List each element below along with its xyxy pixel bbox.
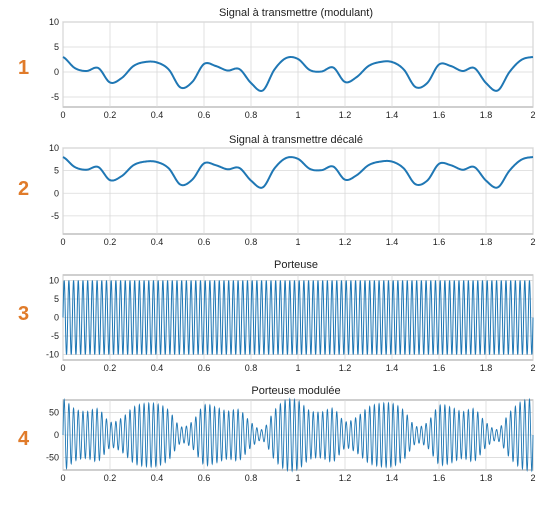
x-tick-label: 1.2 — [339, 363, 352, 373]
x-tick-label: 1.4 — [386, 363, 399, 373]
x-tick-label: 1.8 — [480, 237, 493, 247]
y-tick-label: 50 — [49, 408, 59, 418]
y-tick-label: -5 — [51, 211, 59, 221]
x-tick-label: 1 — [295, 110, 300, 120]
x-tick-label: 1.4 — [386, 473, 399, 483]
y-tick-label: -5 — [51, 331, 59, 341]
grid-lines — [62, 147, 534, 234]
x-tick-label: 2 — [530, 473, 535, 483]
panel-number-2: 2 — [18, 178, 30, 200]
x-tick-label: 0.8 — [245, 473, 258, 483]
y-tick-label: 5 — [54, 166, 59, 176]
x-tick-label: 1.2 — [339, 110, 352, 120]
x-tick-label: 2 — [530, 363, 535, 373]
x-tick-label: 1.4 — [386, 110, 399, 120]
x-tick-label: 1.6 — [433, 110, 446, 120]
panel-number-3: 3 — [18, 303, 30, 325]
y-tick-label: 0 — [54, 430, 59, 440]
y-tick-label: 0 — [54, 67, 59, 77]
x-tick-label: 0.6 — [198, 473, 211, 483]
x-tick-label: 0.2 — [104, 110, 117, 120]
x-tick-label: 0.8 — [245, 363, 258, 373]
x-tick-labels: 0 0.2 0.4 0.6 0.8 1 1.2 1.4 1.6 1.8 2 — [60, 110, 535, 120]
x-tick-label: 1.8 — [480, 363, 493, 373]
x-tick-label: 0.4 — [151, 473, 164, 483]
y-tick-label: 10 — [49, 17, 59, 27]
y-tick-label: -10 — [46, 349, 59, 359]
x-tick-label: 0.4 — [151, 363, 164, 373]
chart-panel-4: Porteuse modulée -50 0 50 0 0.2 0.4 0.6 0.8 1 1.… — [46, 385, 536, 483]
x-tick-label: 0 — [60, 473, 65, 483]
x-tick-label: 0.6 — [198, 363, 211, 373]
y-tick-label: 0 — [54, 188, 59, 198]
x-tick-label: 0.2 — [104, 363, 117, 373]
x-tick-label: 0.2 — [104, 473, 117, 483]
y-tick-label: 10 — [49, 276, 59, 286]
y-tick-label: 0 — [54, 313, 59, 323]
x-tick-label: 1.6 — [433, 473, 446, 483]
x-tick-label: 0.6 — [198, 110, 211, 120]
chart-title: Signal à transmettre décalé — [229, 134, 363, 146]
x-tick-label: 1 — [295, 363, 300, 373]
chart-title: Porteuse — [274, 259, 318, 271]
x-tick-label: 0 — [60, 110, 65, 120]
x-tick-label: 0.6 — [198, 237, 211, 247]
x-tick-label: 1 — [295, 237, 300, 247]
x-tick-label: 0.8 — [245, 237, 258, 247]
y-tick-labels: -10 -5 0 5 10 — [46, 276, 59, 360]
x-tick-label: 1.2 — [339, 473, 352, 483]
x-tick-label: 0.4 — [151, 110, 164, 120]
x-tick-label: 1.4 — [386, 237, 399, 247]
chart-title: Signal à transmettre (modulant) — [219, 7, 373, 19]
y-tick-label: 10 — [49, 143, 59, 153]
shifted-signal-line — [62, 156, 534, 189]
y-tick-label: 5 — [54, 42, 59, 52]
chart-title: Porteuse modulée — [251, 385, 340, 397]
modulated-carrier-line — [62, 397, 534, 473]
y-tick-label: -50 — [46, 452, 59, 462]
x-tick-labels: 0 0.2 0.4 0.6 0.8 1 1.2 1.4 1.6 1.8 2 — [60, 473, 535, 483]
y-tick-labels: -50 0 50 — [46, 408, 59, 463]
x-tick-label: 0.8 — [245, 110, 258, 120]
x-tick-label: 1.2 — [339, 237, 352, 247]
x-tick-labels: 0 0.2 0.4 0.6 0.8 1 1.2 1.4 1.6 1.8 2 — [60, 237, 535, 247]
x-tick-labels: 0 0.2 0.4 0.6 0.8 1 1.2 1.4 1.6 1.8 2 — [60, 363, 535, 373]
y-tick-label: -5 — [51, 92, 59, 102]
modulant-signal-line — [62, 56, 534, 92]
panel-number-4: 4 — [18, 428, 30, 450]
x-tick-label: 0.2 — [104, 237, 117, 247]
y-tick-label: 5 — [54, 294, 59, 304]
x-tick-label: 0.4 — [151, 237, 164, 247]
y-tick-labels: -5 0 5 10 — [49, 17, 59, 102]
y-tick-labels: -5 0 5 10 — [49, 143, 59, 221]
x-tick-label: 0 — [60, 363, 65, 373]
grid-lines — [62, 21, 534, 107]
x-tick-label: 1.8 — [480, 110, 493, 120]
x-tick-label: 1.6 — [433, 237, 446, 247]
carrier-line — [62, 280, 534, 355]
x-tick-label: 2 — [530, 110, 535, 120]
x-tick-label: 1 — [295, 473, 300, 483]
x-tick-label: 2 — [530, 237, 535, 247]
x-tick-label: 0 — [60, 237, 65, 247]
x-tick-label: 1.6 — [433, 363, 446, 373]
chart-panel-3: Porteuse -10 -5 0 5 10 0 0.2 0.4 0.6 0.8 1 1.2 1.4 1… — [46, 259, 536, 373]
x-tick-label: 1.8 — [480, 473, 493, 483]
panel-number-1: 1 — [18, 57, 30, 79]
